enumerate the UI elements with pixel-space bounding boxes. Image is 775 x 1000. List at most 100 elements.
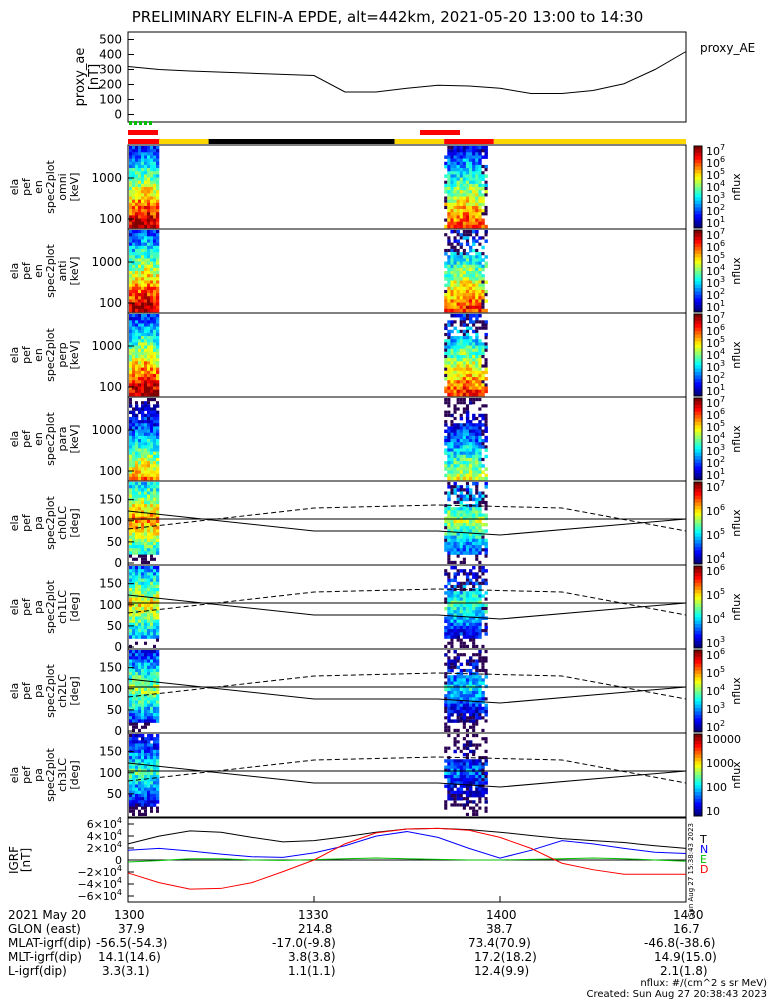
spectrogram-cell <box>475 771 479 776</box>
spectrogram-cell <box>478 603 482 608</box>
spectrogram-cell <box>135 793 139 798</box>
spectrogram-cell <box>459 445 464 449</box>
spectrogram-cell <box>472 255 476 259</box>
spectrogram-cell <box>132 280 136 284</box>
spectrogram-cell <box>465 280 470 284</box>
spectrogram-cell <box>472 389 476 394</box>
spectrogram-cell <box>447 174 451 178</box>
spectrogram-cell <box>147 410 151 415</box>
spectrogram-cell <box>456 308 460 313</box>
spectrogram-cell <box>459 541 464 546</box>
spectrogram-cell <box>141 146 145 150</box>
spectrogram-cell <box>129 756 133 760</box>
colorbar-cell <box>694 586 702 591</box>
spectrogram-cell <box>156 548 160 552</box>
spectrogram-cell <box>132 706 136 711</box>
spectrogram-cell <box>484 377 488 381</box>
spectrogram-cell <box>453 473 457 478</box>
spectrogram-cell <box>129 719 133 723</box>
panel-ytick-label: 150 <box>99 661 122 675</box>
spectrogram-cell <box>462 581 466 585</box>
spectrogram-cell <box>465 622 470 627</box>
spectrogram-cell <box>447 329 451 334</box>
spectrogram-cell <box>132 248 136 253</box>
spectrogram-cell <box>135 622 139 627</box>
spectrogram-cell <box>150 442 154 446</box>
spectrogram-cell <box>156 569 160 573</box>
spectrogram-cell <box>144 787 148 792</box>
spectrogram-cell <box>135 797 139 801</box>
spectrogram-cell <box>456 771 460 776</box>
spectrogram-cell <box>465 523 470 527</box>
spectrogram-cell <box>475 212 479 216</box>
spectrogram-cell <box>456 607 460 611</box>
spectrogram-cell <box>150 255 154 259</box>
spectrogram-cell <box>478 199 482 204</box>
colorbar-cell <box>694 650 702 654</box>
spectrogram-cell <box>447 591 451 595</box>
spectrogram-cell <box>141 230 145 234</box>
spectrogram-cell <box>478 348 482 353</box>
spectrogram-cell <box>150 746 154 751</box>
spectrogram-cell <box>456 267 460 272</box>
spectrogram-cell <box>459 653 463 657</box>
spectrogram-cell <box>156 526 160 530</box>
spectrogram-cell <box>144 603 148 608</box>
zone-segment <box>444 139 494 144</box>
spectrogram-cell <box>481 164 485 169</box>
spectrogram-cell <box>453 283 457 288</box>
spectrogram-cell <box>132 457 136 462</box>
spectrogram-cell <box>129 161 133 166</box>
spectrogram-cell <box>456 280 460 284</box>
spectrogram-cell <box>459 293 464 297</box>
spectrogram-cell <box>453 687 457 692</box>
spectrogram-cell <box>465 572 470 576</box>
spectrogram-cell <box>444 759 448 763</box>
spectrogram-cell <box>475 591 479 595</box>
spectrogram-cell <box>456 389 460 394</box>
colorbar-cell <box>694 812 702 817</box>
spectrogram-cell <box>469 551 473 555</box>
spectrogram-cell <box>147 709 151 714</box>
spectrogram-cell <box>484 426 488 430</box>
spectrogram-cell <box>459 413 463 417</box>
spectrogram-cell <box>150 373 154 378</box>
spectrogram-cell <box>132 594 136 598</box>
panel-ytick-label: 1000 <box>91 255 122 269</box>
spectrogram-cell <box>144 199 148 204</box>
spectrogram-cell <box>459 435 464 440</box>
spectrogram-cell <box>456 205 460 210</box>
spectrogram-cell <box>132 578 136 583</box>
spectrogram-cell <box>462 164 467 169</box>
spectrogram-cell <box>472 392 476 397</box>
spectrogram-cell <box>459 491 464 495</box>
spectrogram-cell <box>462 746 466 750</box>
spectrogram-cell <box>138 332 142 337</box>
spectrogram-cell <box>147 575 151 579</box>
spectrogram-cell <box>475 274 479 278</box>
panel-frame <box>127 648 687 734</box>
panel-ytick-label: 150 <box>99 745 122 759</box>
spectrogram-cell <box>153 190 157 194</box>
spectrogram-cell <box>453 616 457 620</box>
spectrogram-cell <box>481 538 485 543</box>
panel-ylabel-3: spec2plot <box>44 160 57 214</box>
spectrogram-cell <box>144 293 148 297</box>
spectrogram-cell <box>138 180 142 185</box>
spectrogram-cell <box>444 653 448 657</box>
spectrogram-cell <box>129 488 133 492</box>
spectrogram-cell <box>156 445 160 449</box>
spectrogram-cell <box>138 756 142 760</box>
spectrogram-cell <box>129 193 133 197</box>
spectrogram-cell <box>141 435 145 440</box>
spectrogram-cell <box>447 212 451 216</box>
spectrogram-cell <box>462 675 467 679</box>
spectrogram-cell <box>447 283 451 288</box>
spectrogram-cell <box>141 199 145 204</box>
spectrogram-cell <box>472 373 476 378</box>
spectrogram-cell <box>472 752 476 757</box>
spectrogram-cell <box>453 187 457 191</box>
spectrogram-cell <box>484 513 488 517</box>
spectrogram-cell <box>141 305 145 310</box>
spectrogram-cell <box>132 759 136 763</box>
